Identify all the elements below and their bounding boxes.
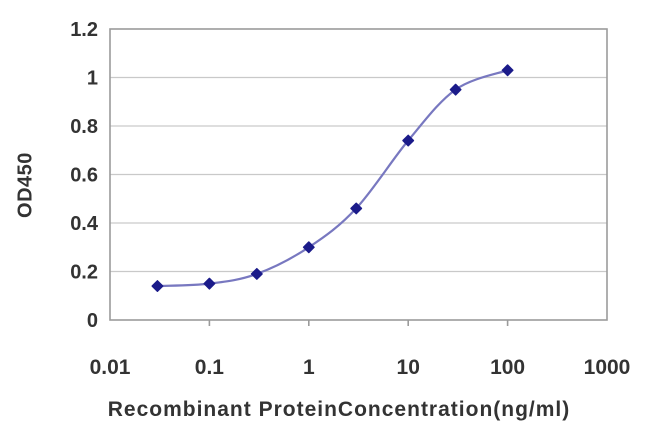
- y-tick-label: 0.4: [70, 213, 99, 235]
- y-tick-label: 0.8: [70, 116, 98, 138]
- y-tick-label: 0.2: [70, 262, 98, 284]
- x-tick-label: 0.01: [90, 356, 131, 379]
- data-point-marker: [449, 83, 462, 96]
- y-axis-title: OD450: [14, 152, 37, 218]
- x-tick-label: 1: [303, 356, 315, 379]
- x-tick-label: 1000: [584, 356, 631, 379]
- data-point-marker: [203, 277, 216, 290]
- data-point-marker: [350, 202, 363, 215]
- data-point-marker: [302, 241, 315, 254]
- y-tick-label: 0.6: [70, 165, 98, 187]
- data-point-marker: [151, 280, 164, 292]
- data-point-marker: [402, 134, 415, 147]
- y-tick-label: 0: [87, 310, 98, 332]
- x-tick-label: 100: [490, 356, 525, 379]
- x-tick-label: 10: [397, 356, 420, 379]
- data-point-marker: [501, 64, 514, 77]
- plot-frame: [109, 28, 608, 321]
- series-line: [157, 69, 508, 288]
- y-tick-label: 1: [87, 68, 98, 90]
- data-point-marker: [250, 267, 263, 280]
- y-tick-label: 1.2: [70, 19, 98, 41]
- x-axis-title: Recombinant ProteinConcentration(ng/ml): [107, 398, 571, 421]
- x-tick-label: 0.1: [195, 356, 225, 379]
